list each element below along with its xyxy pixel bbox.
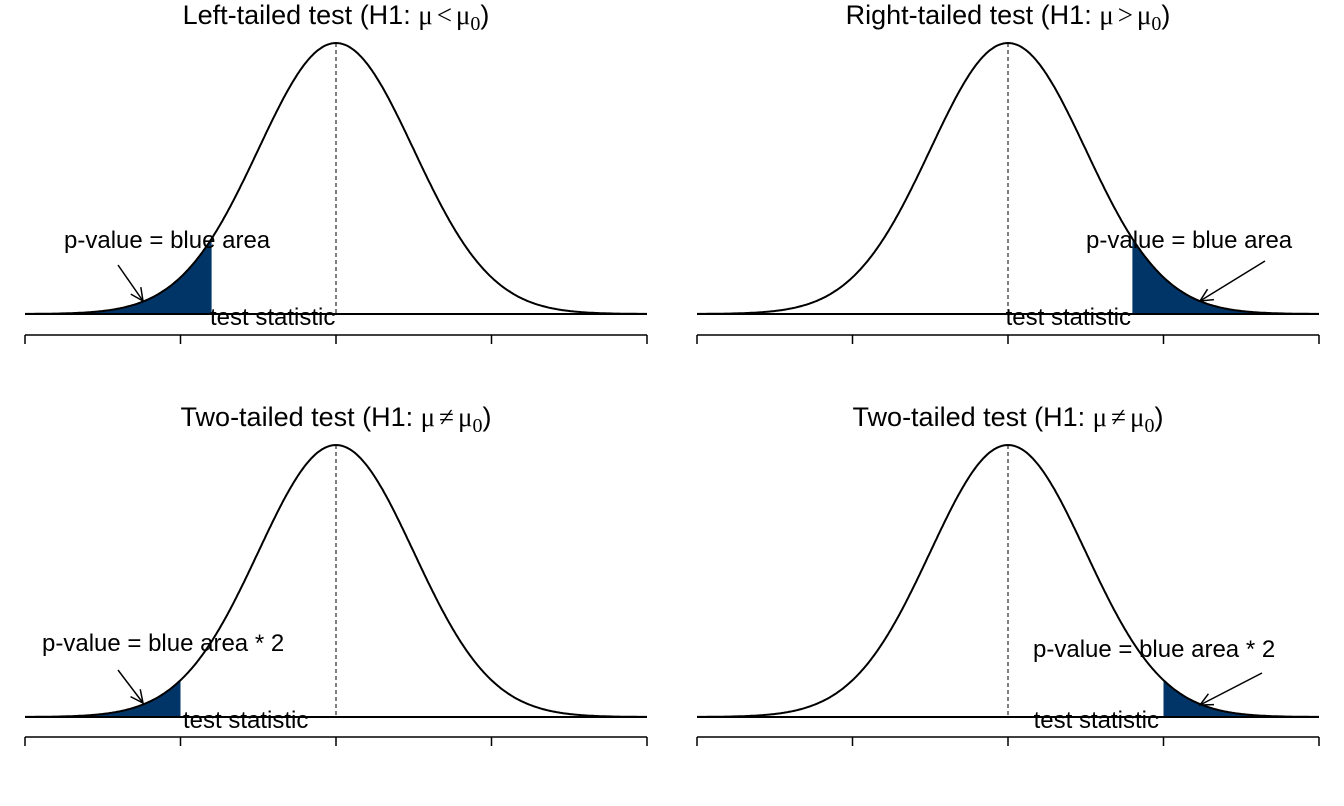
title-text: Right-tailed test (H1: (846, 0, 1100, 30)
test-statistic-label: test statistic (1034, 707, 1159, 734)
p-value-annotation: p-value = blue area (1086, 227, 1293, 254)
title-mu: μ (418, 0, 432, 30)
title-mu0: μ (458, 402, 472, 432)
shaded-tail-area (1132, 238, 1319, 314)
annotation-arrow (117, 669, 144, 704)
panel-title: Right-tailed test (H1: μ > μ0) (846, 0, 1171, 35)
title-subscript: 0 (472, 415, 482, 437)
title-mu0: μ (456, 0, 470, 30)
test-statistic-label: test statistic (183, 707, 308, 734)
annotation-arrow (1199, 672, 1263, 706)
title-mu0: μ (1137, 0, 1151, 30)
panel-title: Left-tailed test (H1: μ < μ0) (183, 0, 490, 35)
title-mu0: μ (1130, 402, 1144, 432)
title-mu: μ (1099, 0, 1113, 30)
title-text: Left-tailed test (H1: (183, 0, 419, 30)
title-operator: ≠ (1111, 402, 1126, 432)
title-close: ) (1154, 402, 1163, 432)
p-value-annotation: p-value = blue area * 2 (42, 630, 284, 657)
p-value-annotation: p-value = blue area (64, 227, 271, 254)
panel-right-tailed: Right-tailed test (H1: μ > μ0)p-value = bl… (696, 0, 1320, 344)
title-operator: > (1118, 0, 1133, 30)
title-mu: μ (421, 402, 435, 432)
shaded-tail-area (25, 238, 212, 314)
title-mu: μ (1093, 402, 1107, 432)
annotation-arrow (117, 264, 144, 302)
panel-title: Two-tailed test (H1: μ ≠ μ0) (181, 402, 492, 437)
panel-two-tailed-left: Two-tailed test (H1: μ ≠ μ0)p-value = blue… (24, 402, 648, 746)
arrowhead-icon (130, 287, 144, 303)
title-close: ) (482, 402, 491, 432)
title-subscript: 0 (1151, 13, 1161, 35)
title-subscript: 0 (470, 13, 480, 35)
title-close: ) (480, 0, 489, 30)
arrowhead-icon (130, 689, 145, 705)
shaded-tail-area (1163, 680, 1319, 717)
title-text: Two-tailed test (H1: (853, 402, 1093, 432)
panel-title: Two-tailed test (H1: μ ≠ μ0) (853, 402, 1164, 437)
arrowhead-icon (1198, 693, 1215, 706)
panel-two-tailed-right: Two-tailed test (H1: μ ≠ μ0)p-value = blue… (696, 402, 1320, 746)
title-operator: ≠ (439, 402, 454, 432)
title-subscript: 0 (1144, 415, 1154, 437)
arrowhead-icon (1198, 288, 1215, 302)
title-close: ) (1161, 0, 1170, 30)
panel-left-tailed: Left-tailed test (H1: μ < μ0)p-value = blu… (24, 0, 648, 344)
annotation-arrow (1199, 260, 1266, 302)
title-text: Two-tailed test (H1: (181, 402, 421, 432)
shaded-tail-area (25, 680, 181, 717)
title-operator: < (437, 0, 452, 30)
p-value-annotation: p-value = blue area * 2 (1033, 636, 1275, 663)
test-statistic-label: test statistic (210, 304, 335, 331)
test-statistic-label: test statistic (1006, 304, 1131, 331)
